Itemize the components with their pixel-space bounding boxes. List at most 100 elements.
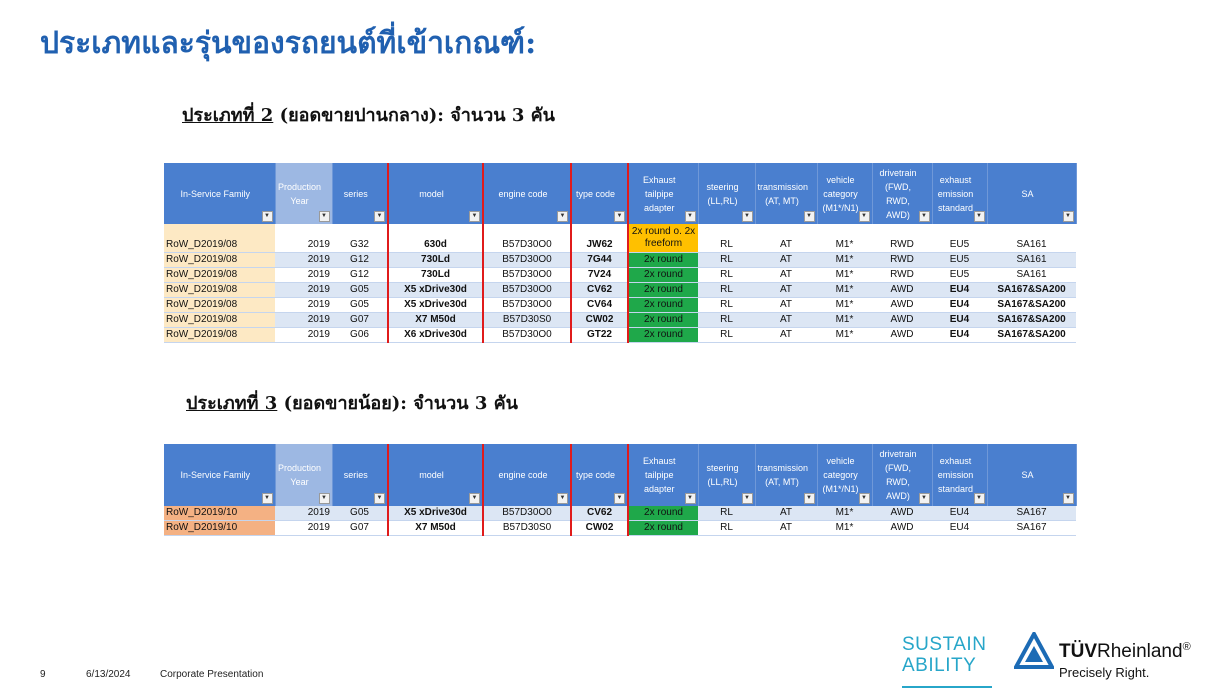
filter-dropdown-icon[interactable]: ▼	[469, 493, 480, 504]
filter-dropdown-icon[interactable]: ▼	[973, 493, 985, 504]
header-vehicle[interactable]: vehicle category (M1*/N1) ▼	[817, 163, 873, 224]
header-emission[interactable]: exhaust emission standard ▼	[932, 163, 988, 224]
filter-dropdown-icon[interactable]: ▼	[858, 211, 870, 222]
cell-vehicle: M1*	[817, 506, 872, 521]
cell-engine: B57D30O0	[483, 327, 572, 343]
filter-dropdown-icon[interactable]: ▼	[741, 493, 753, 504]
cell-sa: SA167&SA200	[987, 297, 1076, 313]
cell-emission: EU4	[932, 327, 987, 343]
header-model-label: model	[419, 188, 444, 199]
header-sa[interactable]: SA ▼	[987, 444, 1077, 506]
cell-steering: RL	[698, 252, 755, 268]
filter-dropdown-icon[interactable]: ▼	[557, 493, 568, 504]
cell-year: 2019	[275, 267, 332, 283]
header-steering[interactable]: steering (LL,RL) ▼	[698, 444, 756, 506]
cell-model: 730Ld	[388, 267, 484, 283]
header-model[interactable]: model ▼	[388, 163, 484, 224]
filter-dropdown-icon[interactable]: ▼	[318, 211, 330, 222]
cell-type: CV62	[571, 506, 629, 521]
cell-year: 2019	[275, 506, 332, 521]
filter-dropdown-icon[interactable]: ▼	[1062, 211, 1074, 222]
header-exhaust-label: Exhaust tailpipe adapter	[642, 456, 676, 494]
header-type[interactable]: type code ▼	[571, 444, 629, 506]
cell-engine: B57D30O0	[483, 506, 572, 521]
header-series-label: series	[343, 470, 368, 480]
vehicle-table-type-2: In-Service Family ▼ Production Year ▼ seri…	[164, 163, 1077, 343]
cell-exhaust: 2x round	[628, 297, 698, 313]
filter-dropdown-icon[interactable]: ▼	[973, 211, 985, 222]
cell-vehicle: M1*	[817, 224, 872, 253]
cell-transmission: AT	[755, 297, 817, 313]
header-vehicle[interactable]: vehicle category (M1*/N1) ▼	[817, 444, 873, 506]
header-transmission[interactable]: transmission (AT, MT) ▼	[755, 163, 818, 224]
filter-dropdown-icon[interactable]: ▼	[803, 493, 815, 504]
cell-model: 730Ld	[388, 252, 484, 268]
filter-dropdown-icon[interactable]: ▼	[318, 493, 330, 504]
header-series[interactable]: series ▼	[332, 444, 389, 506]
header-transmission[interactable]: transmission (AT, MT) ▼	[755, 444, 818, 506]
cell-drivetrain: RWD	[872, 267, 932, 283]
cell-series: G06	[332, 327, 389, 343]
filter-dropdown-icon[interactable]: ▼	[557, 211, 568, 222]
filter-dropdown-icon[interactable]: ▼	[261, 211, 273, 222]
sustainability-logo-rule	[902, 686, 992, 688]
header-exhaust[interactable]: Exhaust tailpipe adapter ▼	[628, 444, 699, 506]
cell-model: X5 xDrive30d	[388, 282, 484, 298]
footer-date: 6/13/2024	[86, 669, 131, 680]
table-row: RoW_D2019/08 2019 G06 X6 xDrive30d B57D3…	[164, 327, 1076, 343]
cell-drivetrain: AWD	[872, 282, 932, 298]
filter-dropdown-icon[interactable]: ▼	[374, 211, 385, 222]
header-engine[interactable]: engine code ▼	[483, 163, 572, 224]
filter-dropdown-icon[interactable]: ▼	[614, 211, 625, 222]
header-series[interactable]: series ▼	[332, 163, 389, 224]
filter-dropdown-icon[interactable]: ▼	[741, 211, 753, 222]
filter-dropdown-icon[interactable]: ▼	[684, 493, 696, 504]
table-row: RoW_D2019/08 2019 G32 630d B57D30O0 JW62…	[164, 224, 1076, 253]
filter-dropdown-icon[interactable]: ▼	[918, 493, 930, 504]
header-drivetrain[interactable]: drivetrain (FWD, RWD, AWD) ▼	[872, 444, 933, 506]
cell-emission: EU4	[932, 312, 987, 328]
header-engine[interactable]: engine code ▼	[483, 444, 572, 506]
filter-dropdown-icon[interactable]: ▼	[918, 211, 930, 222]
cell-drivetrain: AWD	[872, 297, 932, 313]
table-row: RoW_D2019/10 2019 G07 X7 M50d B57D30S0 C…	[164, 520, 1076, 536]
cell-engine: B57D30S0	[483, 312, 572, 328]
header-drivetrain[interactable]: drivetrain (FWD, RWD, AWD) ▼	[872, 163, 933, 224]
header-steering[interactable]: steering (LL,RL) ▼	[698, 163, 756, 224]
header-year[interactable]: Production Year ▼	[275, 163, 333, 224]
filter-dropdown-icon[interactable]: ▼	[684, 211, 696, 222]
filter-dropdown-icon[interactable]: ▼	[803, 211, 815, 222]
header-family[interactable]: In-Service Family ▼	[164, 444, 276, 506]
section-title-type-3-suffix: (ยอดขายน้อย): จำนวน 3 คัน	[277, 393, 518, 414]
cell-model: X7 M50d	[388, 312, 484, 328]
cell-vehicle: M1*	[817, 267, 872, 283]
table-row: RoW_D2019/08 2019 G05 X5 xDrive30d B57D3…	[164, 282, 1076, 298]
filter-dropdown-icon[interactable]: ▼	[614, 493, 625, 504]
cell-year: 2019	[275, 327, 332, 343]
cell-family: RoW_D2019/10	[164, 506, 275, 521]
header-sa[interactable]: SA ▼	[987, 163, 1077, 224]
cell-drivetrain: AWD	[872, 327, 932, 343]
cell-year: 2019	[275, 520, 332, 536]
cell-transmission: AT	[755, 506, 817, 521]
filter-dropdown-icon[interactable]: ▼	[374, 493, 385, 504]
cell-exhaust: 2x round	[628, 267, 698, 283]
header-exhaust[interactable]: Exhaust tailpipe adapter ▼	[628, 163, 699, 224]
cell-sa: SA161	[987, 224, 1076, 253]
cell-vehicle: M1*	[817, 520, 872, 536]
cell-emission: EU5	[932, 267, 987, 283]
header-emission[interactable]: exhaust emission standard ▼	[932, 444, 988, 506]
header-year[interactable]: Production Year ▼	[275, 444, 333, 506]
header-type[interactable]: type code ▼	[571, 163, 629, 224]
header-model[interactable]: model ▼	[388, 444, 484, 506]
cell-steering: RL	[698, 224, 755, 253]
filter-dropdown-icon[interactable]: ▼	[469, 211, 480, 222]
header-vehicle-label: vehicle category (M1*/N1)	[822, 174, 859, 213]
cell-type: CV62	[571, 282, 629, 298]
filter-dropdown-icon[interactable]: ▼	[1062, 493, 1074, 504]
filter-dropdown-icon[interactable]: ▼	[261, 493, 273, 504]
header-family[interactable]: In-Service Family ▼	[164, 163, 276, 224]
table-row: RoW_D2019/08 2019 G12 730Ld B57D30O0 7G4…	[164, 252, 1076, 268]
filter-dropdown-icon[interactable]: ▼	[858, 493, 870, 504]
cell-model: X5 xDrive30d	[388, 297, 484, 313]
